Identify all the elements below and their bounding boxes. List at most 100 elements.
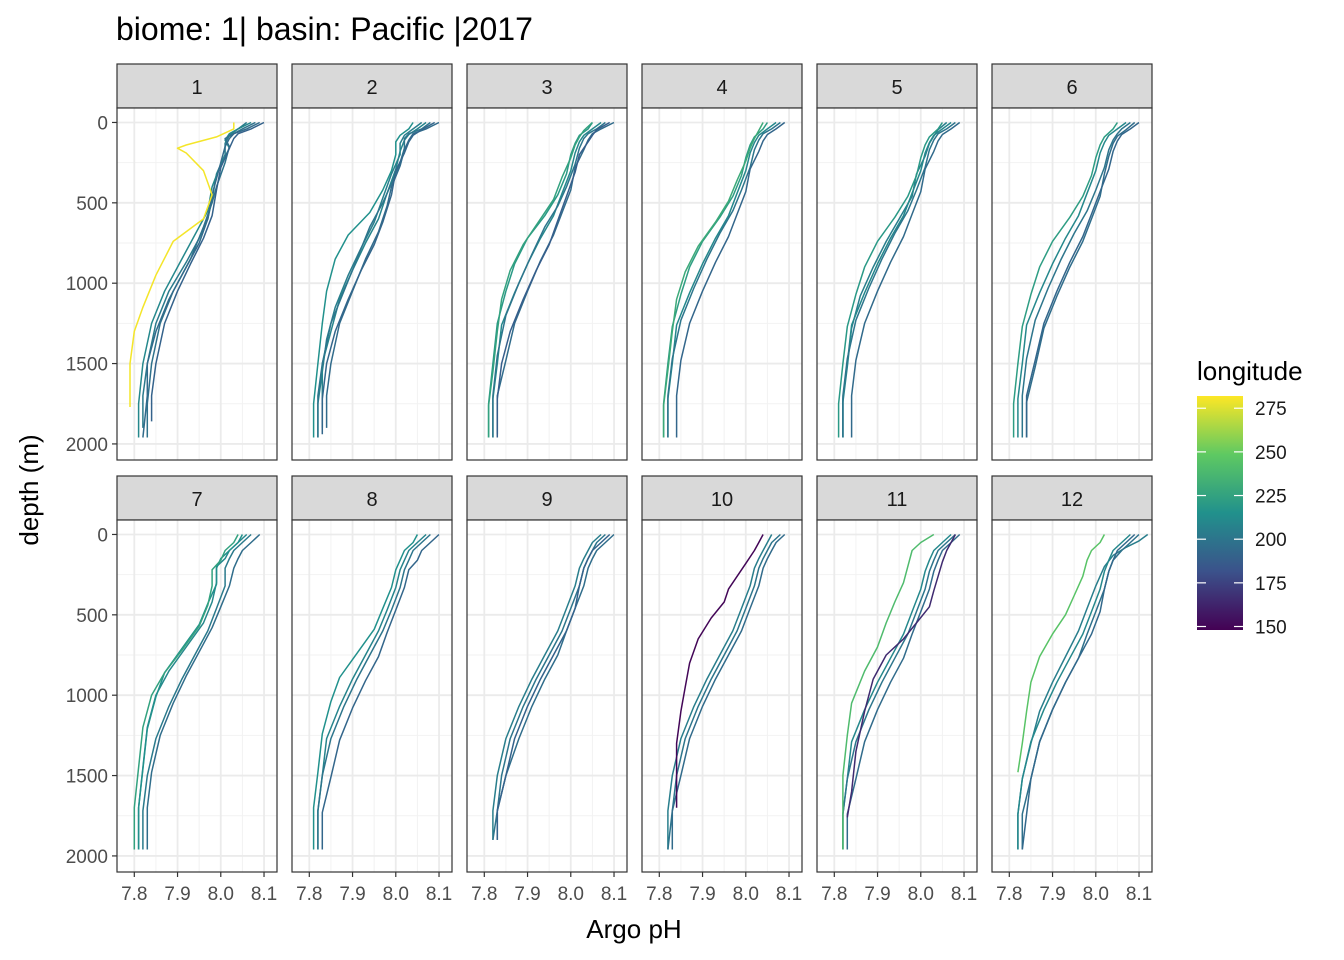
profile-line xyxy=(496,533,611,840)
profile-line xyxy=(1021,121,1131,438)
profile-line xyxy=(129,122,235,407)
legend-tick-label: 175 xyxy=(1255,574,1287,595)
profile-line xyxy=(496,121,615,435)
profile-line xyxy=(846,534,957,818)
panel-border xyxy=(116,107,278,461)
facet-strip-label: 3 xyxy=(541,77,552,99)
legend-colorbar xyxy=(1197,396,1243,630)
y-tick-label: 500 xyxy=(76,606,108,627)
profile-line xyxy=(496,121,611,438)
profile-line xyxy=(150,121,265,422)
x-tick-label: 7.8 xyxy=(646,884,672,905)
x-tick-label: 7.9 xyxy=(514,884,540,905)
x-tick-label: 7.9 xyxy=(164,884,190,905)
facet-panel-8: 8 7.8 7.9 8.0 8.1 xyxy=(291,475,453,905)
x-tick-label: 7.9 xyxy=(1039,884,1065,905)
y-tick-label: 2000 xyxy=(66,847,108,868)
profile-line xyxy=(1017,533,1131,850)
y-tick-label: 0 xyxy=(97,525,108,546)
facet-panel-11: 11 7.8 7.9 8.0 8.1 xyxy=(816,475,978,905)
facet-strip-label: 6 xyxy=(1066,77,1077,99)
profile-line xyxy=(1025,121,1136,438)
profile-line xyxy=(146,121,256,438)
legend-title: longitude xyxy=(1197,356,1303,386)
profile-line xyxy=(842,533,952,850)
legend-tick-label: 250 xyxy=(1255,443,1287,464)
facet-strip xyxy=(641,475,803,521)
profile-line xyxy=(667,534,773,850)
x-tick-label: 8.1 xyxy=(426,884,452,905)
profile-line xyxy=(837,122,944,438)
panel-border xyxy=(641,107,803,461)
facet-strip-label: 10 xyxy=(711,489,733,511)
x-tick-label: 8.0 xyxy=(558,884,584,905)
facet-strip-label: 5 xyxy=(891,77,902,99)
profile-line xyxy=(487,122,594,438)
panel-border xyxy=(116,519,278,873)
y-tick-label: 0 xyxy=(97,113,108,134)
panel-border xyxy=(291,519,453,873)
facet-strip-label: 7 xyxy=(191,489,202,511)
x-tick-label: 8.0 xyxy=(383,884,409,905)
panel-border xyxy=(466,519,628,873)
profile-line xyxy=(671,533,786,850)
facet-strip-label: 1 xyxy=(191,77,202,99)
profile-line xyxy=(321,121,436,435)
facet-strip-label: 11 xyxy=(887,489,908,511)
facet-panel-12: 12 7.8 7.9 8.0 8.1 xyxy=(991,475,1153,905)
y-axis-label: depth (m) xyxy=(14,434,44,545)
chart-title: biome: 1| basin: Pacific |2017 xyxy=(116,11,533,47)
legend-tick-label: 150 xyxy=(1255,618,1287,639)
legend-tick-label: 225 xyxy=(1255,487,1287,508)
x-tick-label: 7.8 xyxy=(996,884,1022,905)
y-tick-label: 500 xyxy=(76,194,108,215)
profile-line xyxy=(1021,533,1136,850)
y-tick-label: 1000 xyxy=(66,686,108,707)
x-tick-label: 7.8 xyxy=(296,884,322,905)
profile-line xyxy=(492,533,602,840)
x-tick-label: 7.8 xyxy=(821,884,847,905)
x-tick-label: 8.0 xyxy=(908,884,934,905)
profile-line xyxy=(312,122,414,438)
profile-line xyxy=(842,121,956,438)
profile-line xyxy=(133,534,239,850)
facet-panel-6: 6 xyxy=(991,63,1153,461)
profile-line xyxy=(850,121,961,438)
y-tick-label: 1000 xyxy=(66,274,108,295)
y-tick-label: 1500 xyxy=(66,767,108,788)
y-tick-label: 2000 xyxy=(66,435,108,456)
profile-line xyxy=(146,533,261,850)
x-tick-label: 7.9 xyxy=(864,884,890,905)
profile-line xyxy=(1025,121,1140,438)
facet-panel-4: 4 xyxy=(641,63,803,461)
x-tick-label: 8.1 xyxy=(951,884,977,905)
facet-panel-5: 5 xyxy=(816,63,978,461)
profile-line xyxy=(137,121,252,438)
facet-strip xyxy=(991,475,1153,521)
profile-line xyxy=(142,533,252,850)
profile-line xyxy=(321,533,440,850)
x-tick-label: 7.8 xyxy=(471,884,497,905)
facet-panel-3: 3 xyxy=(466,63,628,461)
panel-border xyxy=(991,519,1153,873)
facet-strip xyxy=(991,63,1153,109)
x-axis-label: Argo pH xyxy=(586,914,681,944)
profile-line xyxy=(1017,121,1127,438)
profile-line xyxy=(842,533,935,850)
panel-border xyxy=(816,519,978,873)
profile-line xyxy=(487,121,593,438)
facet-panel-1: 1 0 500 1000 1500 2000 xyxy=(66,63,278,461)
x-tick-label: 7.8 xyxy=(121,884,147,905)
facet-strip xyxy=(291,63,453,109)
x-tick-label: 7.9 xyxy=(689,884,715,905)
facet-strip xyxy=(466,63,628,109)
profile-line xyxy=(325,121,440,428)
panel-border xyxy=(466,107,628,461)
profile-line xyxy=(142,121,261,438)
legend-tick-label: 275 xyxy=(1255,399,1287,420)
profile-line xyxy=(1012,122,1119,438)
x-tick-label: 8.1 xyxy=(601,884,627,905)
facet-strip xyxy=(816,63,978,109)
facet-strip xyxy=(641,63,803,109)
